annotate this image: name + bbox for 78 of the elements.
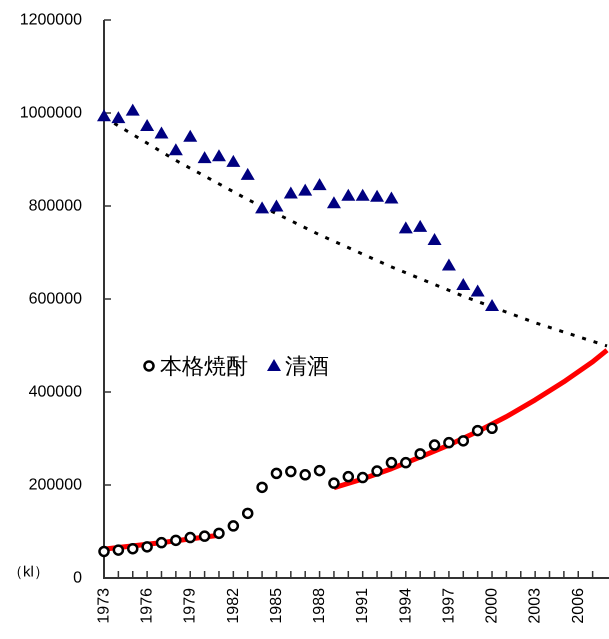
x-tick-label: 1985 xyxy=(268,588,285,624)
point xyxy=(156,536,168,548)
point xyxy=(470,284,485,297)
x-tick-label: 1994 xyxy=(397,588,414,624)
point xyxy=(168,143,183,156)
legend-label: 清酒 xyxy=(285,353,329,378)
x-tick-label: 1997 xyxy=(440,588,458,624)
point xyxy=(256,482,268,494)
point xyxy=(413,220,428,232)
x-tick-label: 2000 xyxy=(484,588,501,624)
point xyxy=(126,542,138,554)
point xyxy=(458,435,470,447)
point xyxy=(314,464,326,476)
point xyxy=(141,541,153,553)
point xyxy=(386,456,398,468)
point xyxy=(370,190,384,202)
x-tick-label: 1973 xyxy=(96,588,112,624)
y-axis-title: （kl） xyxy=(8,564,49,580)
point xyxy=(97,109,111,122)
y-tick-label: 200000 xyxy=(28,476,82,494)
point xyxy=(428,232,442,245)
point xyxy=(111,111,126,124)
point xyxy=(154,126,168,138)
point xyxy=(285,466,297,478)
point xyxy=(226,154,240,167)
y-tick-label: 600000 xyxy=(28,290,82,308)
point xyxy=(398,221,413,234)
y-tick-label: 800000 xyxy=(28,198,82,214)
point xyxy=(298,184,312,196)
point xyxy=(198,530,210,542)
y-tick-label: 400000 xyxy=(28,384,82,400)
point xyxy=(485,298,500,311)
y-tick-label: 1200000 xyxy=(20,12,82,28)
y-tick-label: 0 xyxy=(73,570,82,586)
point xyxy=(140,119,154,132)
point xyxy=(384,192,398,204)
point xyxy=(400,456,412,468)
point xyxy=(342,470,354,482)
point xyxy=(112,544,124,556)
legend-label: 本格焼酎 xyxy=(160,353,248,378)
point xyxy=(371,465,383,477)
point xyxy=(299,469,311,481)
point xyxy=(213,528,225,540)
x-tick-label: 1976 xyxy=(138,588,156,624)
point xyxy=(356,472,368,484)
point xyxy=(269,199,284,212)
x-tick-label: 1979 xyxy=(182,588,199,624)
point xyxy=(126,104,140,116)
point xyxy=(170,534,182,546)
point xyxy=(414,448,426,460)
point xyxy=(184,532,196,544)
point xyxy=(255,201,270,214)
point xyxy=(312,178,327,190)
point xyxy=(228,520,240,532)
x-tick-label: 2003 xyxy=(526,588,544,624)
point xyxy=(443,436,455,448)
point xyxy=(472,424,484,436)
point xyxy=(198,151,212,164)
point xyxy=(442,258,456,271)
point xyxy=(284,186,298,198)
x-tick-label: 1991 xyxy=(354,588,372,624)
x-tick-label: 2006 xyxy=(570,588,587,624)
point xyxy=(270,468,282,480)
point xyxy=(456,278,470,290)
point xyxy=(212,149,226,162)
point xyxy=(183,130,198,142)
point xyxy=(486,422,498,434)
y-tick-label: 1000000 xyxy=(20,104,82,122)
point xyxy=(328,477,340,489)
point xyxy=(428,439,440,451)
point xyxy=(341,188,356,201)
x-tick-label: 1982 xyxy=(224,588,242,624)
point xyxy=(240,168,255,180)
point xyxy=(242,508,254,520)
point xyxy=(98,546,110,558)
point xyxy=(356,188,370,201)
point xyxy=(326,196,341,208)
x-tick-label: 1988 xyxy=(311,588,328,624)
